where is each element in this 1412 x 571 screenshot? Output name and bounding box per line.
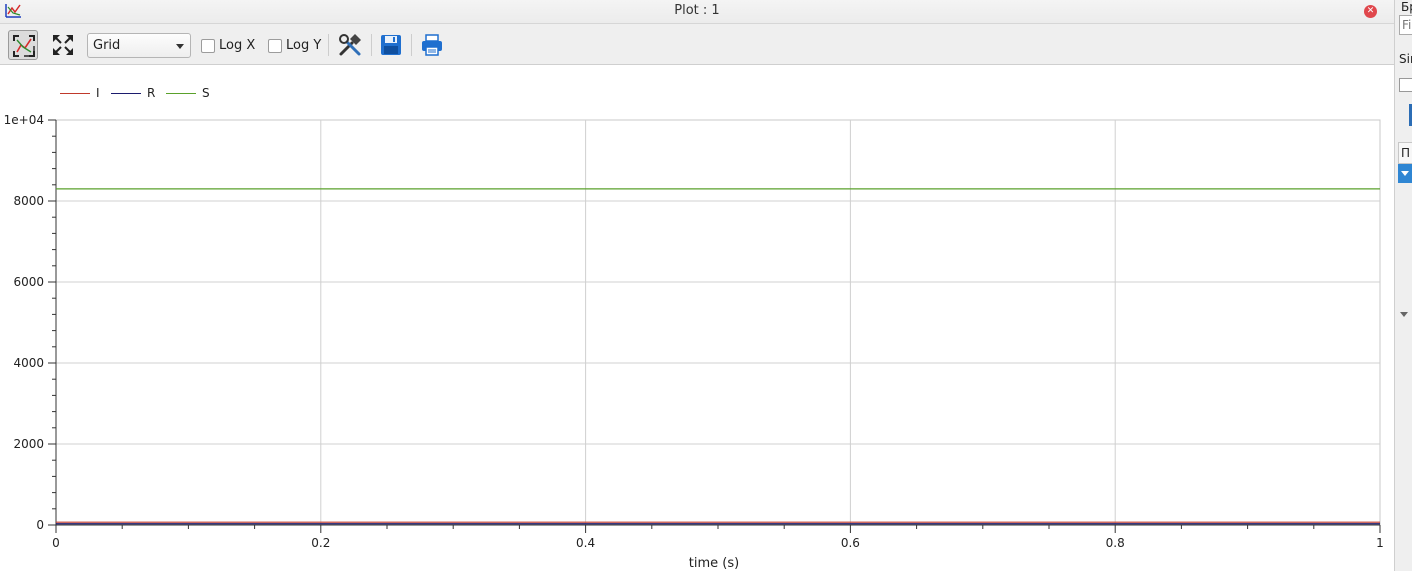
log-y-label: Log Y <box>286 38 322 53</box>
filter-input[interactable]: Fi <box>1399 15 1412 35</box>
panel-blue-button[interactable] <box>1409 104 1412 126</box>
x-tick-label: 0.4 <box>576 536 595 550</box>
variables-header-label: П <box>1401 146 1411 160</box>
log-y-checkbox[interactable] <box>268 39 282 53</box>
y-tick-label: 2000 <box>13 437 44 451</box>
plot-app-icon <box>5 4 21 18</box>
chevron-down-icon <box>176 44 184 49</box>
log-x-label: Log X <box>219 38 256 53</box>
simulation-label: Sin <box>1399 52 1412 66</box>
toolbar-separator <box>411 34 412 56</box>
fit-in-view-button[interactable] <box>8 30 38 60</box>
y-tick-label: 0 <box>36 518 44 532</box>
close-icon[interactable]: ✕ <box>1364 5 1377 18</box>
filter-placeholder: Fi <box>1402 18 1412 32</box>
y-tick-label: 4000 <box>13 356 44 370</box>
y-tick-label: 6000 <box>13 275 44 289</box>
legend-swatch <box>111 93 141 94</box>
x-tick-label: 1 <box>1376 536 1384 550</box>
legend-label: I <box>96 86 100 100</box>
legend-label: R <box>147 86 156 100</box>
title-bar: Plot : 1 ✕ <box>0 0 1394 24</box>
x-tick-label: 0.8 <box>1106 536 1125 550</box>
fit-in-view-icon <box>13 35 35 57</box>
x-tick-label: 0 <box>52 536 60 550</box>
x-tick-label: 0.6 <box>841 536 860 550</box>
panel-checkbox[interactable] <box>1399 78 1412 92</box>
legend-label: S <box>202 86 210 100</box>
auto-scale-icon <box>53 35 73 55</box>
grid-mode-select[interactable]: Grid <box>87 33 191 58</box>
legend-swatch <box>60 93 90 94</box>
tools-icon <box>339 34 361 56</box>
panel-title: Бр <box>1401 0 1412 14</box>
save-icon <box>381 35 401 55</box>
legend-swatch <box>166 93 196 94</box>
x-axis-title: time (s) <box>689 556 739 571</box>
printer-icon <box>422 34 442 56</box>
log-x-checkbox[interactable] <box>201 39 215 53</box>
y-tick-label: 1e+04 <box>4 113 44 127</box>
variables-header[interactable]: П <box>1398 142 1412 164</box>
toolbar-separator <box>328 34 329 56</box>
plot-area <box>55 119 1381 526</box>
y-tick-label: 8000 <box>13 194 44 208</box>
x-tick-label: 0.2 <box>311 536 330 550</box>
auto-scale-button[interactable] <box>48 30 78 60</box>
grid-mode-value: Grid <box>93 38 121 53</box>
right-side-panel: Бр Fi Sin П <box>1394 0 1412 571</box>
chevron-down-icon[interactable] <box>1400 312 1408 317</box>
toolbar-separator <box>371 34 372 56</box>
window-title: Plot : 1 <box>674 3 720 18</box>
print-button[interactable] <box>417 30 447 60</box>
setup-button[interactable] <box>335 30 365 60</box>
plot-toolbar: Grid Log X Log Y <box>0 24 1394 65</box>
selected-tree-row[interactable] <box>1398 164 1412 183</box>
save-button[interactable] <box>376 30 406 60</box>
